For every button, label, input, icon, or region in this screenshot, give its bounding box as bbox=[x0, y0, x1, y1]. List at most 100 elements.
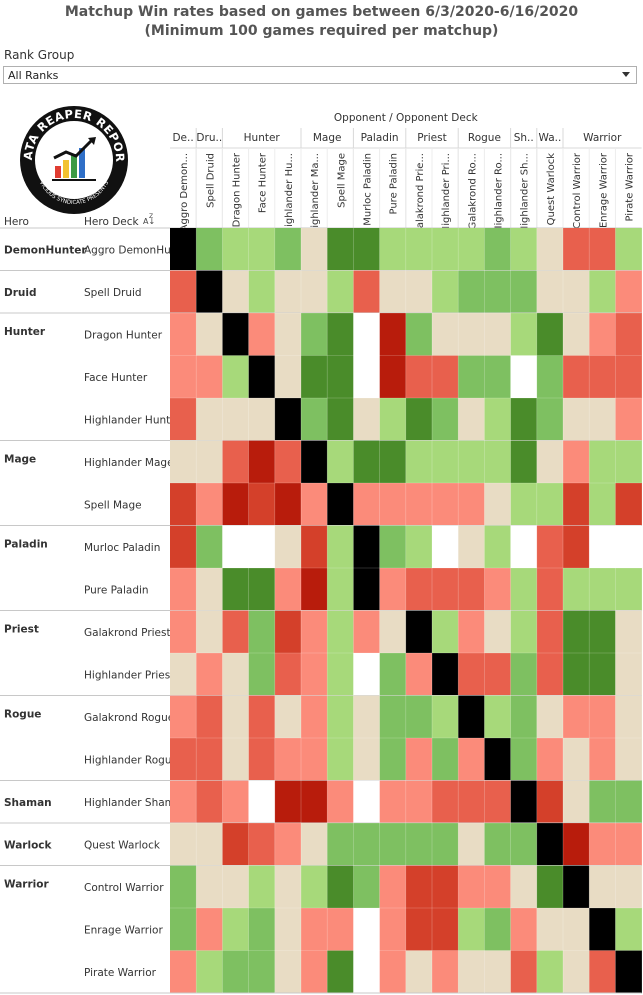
heatmap-cell bbox=[274, 313, 302, 356]
opponent-deck-label: Aggro Demon... bbox=[179, 153, 190, 231]
heatmap-cell bbox=[589, 653, 616, 696]
heatmap-cell bbox=[170, 568, 197, 611]
heatmap-cell bbox=[484, 525, 511, 569]
heatmap-cell bbox=[379, 440, 407, 484]
heatmap-cell bbox=[510, 355, 538, 399]
heatmap-cell bbox=[379, 355, 407, 399]
heatmap-cell bbox=[405, 228, 433, 271]
heatmap-cell bbox=[589, 865, 616, 909]
hero-class-label: Rogue bbox=[4, 709, 41, 721]
heatmap-cell bbox=[327, 398, 354, 441]
heatmap-cell bbox=[379, 610, 407, 654]
heatmap-cell bbox=[327, 228, 354, 271]
heatmap-cell bbox=[484, 228, 511, 271]
heatmap-cell bbox=[536, 823, 564, 866]
heatmap-cell bbox=[536, 270, 564, 314]
heatmap-cell bbox=[432, 313, 459, 356]
heatmap-cell bbox=[301, 483, 328, 526]
heatmap-cell bbox=[353, 823, 380, 866]
heatmap-cell bbox=[536, 525, 564, 569]
heatmap-cell bbox=[484, 865, 511, 909]
opponent-deck-label: Galakrond Ro... bbox=[467, 153, 478, 229]
heatmap-cell bbox=[589, 483, 616, 526]
heatmap-cell bbox=[536, 483, 564, 526]
heatmap-cell bbox=[484, 653, 511, 696]
heatmap-cell bbox=[432, 355, 459, 399]
hero-deck-label: Highlander Shaman bbox=[84, 797, 188, 809]
heatmap-cell bbox=[274, 908, 302, 951]
heatmap-cell bbox=[458, 398, 485, 441]
hero-deck-label: Pirate Warrior bbox=[84, 967, 157, 979]
chevron-down-icon[interactable] bbox=[622, 72, 630, 77]
heatmap-cell bbox=[615, 313, 642, 356]
heatmap-cell bbox=[196, 355, 223, 399]
heatmap-cell bbox=[196, 483, 223, 526]
hero-deck-label: Enrage Warrior bbox=[84, 924, 163, 936]
heatmap-cell bbox=[379, 695, 407, 739]
heatmap-cell bbox=[563, 355, 590, 399]
heatmap-cell bbox=[458, 865, 485, 909]
heatmap-cell bbox=[327, 738, 354, 781]
opponent-class-label: Sh.. bbox=[514, 132, 534, 144]
heatmap-cell bbox=[563, 780, 590, 824]
row-header-hero: Hero bbox=[4, 216, 29, 228]
heatmap-cell bbox=[432, 440, 459, 484]
hero-deck-label: Highlander Rogue bbox=[84, 754, 178, 766]
heatmap-cell bbox=[458, 950, 485, 994]
heatmap-cell bbox=[379, 228, 407, 271]
heatmap-cell bbox=[170, 653, 197, 696]
opponent-deck-label: Highlander Pri... bbox=[441, 153, 452, 233]
heatmap-cell bbox=[274, 355, 302, 399]
heatmap-cell bbox=[301, 865, 328, 909]
heatmap-cell bbox=[353, 908, 380, 951]
heatmap-cell bbox=[274, 568, 302, 611]
heatmap-cell bbox=[563, 228, 590, 271]
hero-deck-label: Aggro DemonHunter bbox=[84, 244, 193, 256]
heatmap-cell bbox=[432, 270, 459, 314]
rank-group-dropdown[interactable]: All Ranks bbox=[3, 66, 637, 84]
hero-class-label: Warrior bbox=[4, 879, 49, 891]
heatmap-cell bbox=[589, 695, 616, 739]
heatmap-cell bbox=[432, 483, 459, 526]
heatmap-cell bbox=[458, 313, 485, 356]
heatmap-cell bbox=[484, 780, 511, 824]
heatmap-cell bbox=[301, 440, 328, 484]
heatmap-cell bbox=[248, 610, 276, 654]
heatmap-cell bbox=[170, 610, 197, 654]
heatmap-cell bbox=[379, 483, 407, 526]
heatmap-cell bbox=[274, 738, 302, 781]
heatmap-cell bbox=[432, 695, 459, 739]
heatmap-cell bbox=[510, 738, 538, 781]
heatmap-cell bbox=[615, 950, 642, 994]
heatmap-cell bbox=[405, 568, 433, 611]
heatmap-cell bbox=[536, 568, 564, 611]
heatmap-cell bbox=[536, 865, 564, 909]
heatmap-cell bbox=[196, 823, 223, 866]
heatmap-cell bbox=[563, 525, 590, 569]
rank-group-selected-value: All Ranks bbox=[8, 69, 59, 82]
heatmap-cell bbox=[510, 270, 538, 314]
heatmap-cell bbox=[379, 398, 407, 441]
heatmap-cell bbox=[510, 908, 538, 951]
heatmap-cell bbox=[563, 653, 590, 696]
heatmap-cell bbox=[274, 695, 302, 739]
heatmap-cell bbox=[615, 398, 642, 441]
heatmap-cell bbox=[222, 568, 249, 611]
heatmap-cell bbox=[170, 738, 197, 781]
heatmap-cell bbox=[379, 865, 407, 909]
heatmap-cell bbox=[510, 525, 538, 569]
opponent-class-label: De.. bbox=[172, 132, 193, 144]
heatmap-cell bbox=[615, 823, 642, 866]
heatmap-cell bbox=[222, 483, 249, 526]
heatmap-cell bbox=[458, 653, 485, 696]
heatmap-cell bbox=[432, 228, 459, 271]
opponent-deck-label: Highlander Hu... bbox=[284, 153, 295, 234]
heatmap-cell bbox=[484, 270, 511, 314]
heatmap-cell bbox=[536, 610, 564, 654]
heatmap-cell bbox=[615, 780, 642, 824]
heatmap-cell bbox=[222, 865, 249, 909]
opponent-class-label: Warrior bbox=[583, 132, 622, 144]
heatmap-cell bbox=[405, 313, 433, 356]
heatmap-cell bbox=[170, 313, 197, 356]
